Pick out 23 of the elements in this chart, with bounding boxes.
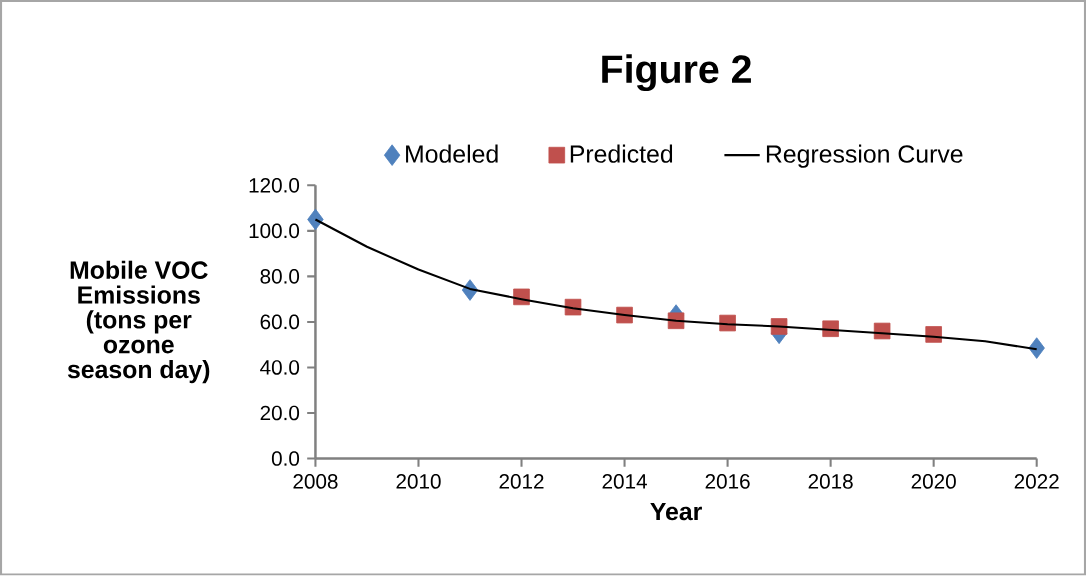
- x-tick-label: 2016: [705, 474, 750, 489]
- point: [307, 208, 324, 231]
- x-tick-label: 2010: [396, 474, 441, 489]
- y-tick-label: 60.0: [260, 314, 300, 330]
- y-tick-label: 40.0: [260, 360, 300, 375]
- y-tick-label: 0.0: [271, 451, 300, 467]
- y-tick-label: 100.0: [249, 223, 300, 239]
- y-axis-title: Mobile VOC Emissions (tons per ozone season day): [67, 260, 210, 384]
- y-tick-label: 80.0: [260, 269, 300, 284]
- point: [1028, 337, 1045, 360]
- y-tick-label: 120.0: [249, 178, 300, 193]
- legend-label: Regression Curve: [766, 144, 963, 168]
- legend-label: Predicted: [570, 144, 673, 164]
- x-axis-title: Year: [650, 503, 702, 521]
- x-tick-label: 2022: [1014, 474, 1059, 489]
- x-tick-label: 2014: [602, 474, 647, 489]
- x-tick-label: 2008: [293, 474, 338, 489]
- x-tick-label: 2018: [808, 474, 853, 489]
- chart-title: Figure 2: [602, 54, 751, 92]
- legend-label: Modeled: [406, 144, 498, 164]
- y-tick-label: 20.0: [260, 405, 300, 421]
- x-tick-label: 2012: [499, 474, 544, 489]
- x-tick-label: 2020: [911, 474, 956, 489]
